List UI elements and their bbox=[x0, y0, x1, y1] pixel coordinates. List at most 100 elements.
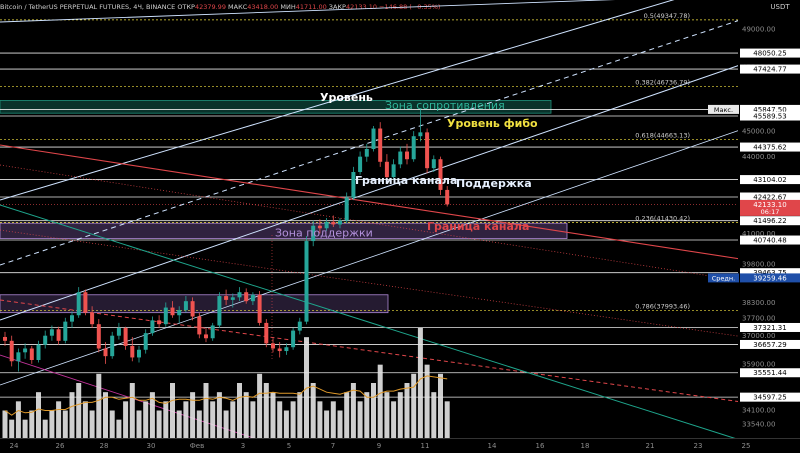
countdown-label: 06:17 bbox=[761, 208, 780, 216]
candle-body-2 bbox=[16, 352, 21, 362]
candles-layer bbox=[3, 109, 450, 372]
candle-body-17 bbox=[116, 328, 121, 336]
volume-bar-15 bbox=[103, 392, 108, 438]
volume-bar-7 bbox=[49, 410, 55, 438]
candle-body-33 bbox=[224, 296, 229, 300]
candle-body-29 bbox=[197, 316, 202, 335]
x-tick-4: Фев bbox=[190, 442, 204, 450]
volume-bar-13 bbox=[89, 410, 95, 438]
candle-body-61 bbox=[411, 136, 416, 160]
candle-body-20 bbox=[137, 349, 141, 358]
candle-body-59 bbox=[398, 151, 403, 165]
badge-bg-2 bbox=[708, 104, 739, 114]
volume-bar-62 bbox=[417, 328, 423, 438]
volume-bar-55 bbox=[371, 383, 376, 438]
candle-body-27 bbox=[183, 301, 188, 311]
volume-bar-17 bbox=[116, 419, 122, 438]
volume-bar-6 bbox=[42, 419, 48, 438]
volume-bar-14 bbox=[96, 373, 102, 438]
high-value: 43418.00 bbox=[247, 3, 279, 11]
symbol-title: Bitcoin / TetherUS PERPETUAL FUTURES, 4Ч… bbox=[0, 3, 176, 11]
candle-body-32 bbox=[217, 296, 222, 326]
trendline-1 bbox=[0, 19, 741, 266]
zone-0 bbox=[0, 100, 552, 114]
fib-label-2: 0.618(44663.13) bbox=[635, 132, 690, 140]
fib-label-3: 0.236(41430.42) bbox=[635, 214, 690, 222]
price-tag-12 bbox=[740, 322, 800, 332]
volume-bar-43 bbox=[290, 401, 296, 438]
price-axis-bg bbox=[738, 0, 800, 453]
candle-body-10 bbox=[70, 315, 74, 322]
candle-body-28 bbox=[190, 301, 195, 317]
price-tag-text-5: 43104.02 bbox=[753, 176, 786, 184]
candle-body-13 bbox=[90, 312, 95, 325]
volume-bar-37 bbox=[250, 401, 256, 438]
volume-bar-22 bbox=[149, 392, 155, 438]
candle-body-47 bbox=[317, 225, 322, 229]
candle-body-31 bbox=[210, 325, 215, 339]
volume-bar-23 bbox=[156, 410, 162, 438]
candle-body-1 bbox=[9, 340, 14, 362]
price-tag-text-6: 42422.67 bbox=[753, 194, 786, 202]
support-zone-label: Зона поддержки bbox=[275, 227, 373, 240]
volume-bar-46 bbox=[310, 383, 316, 438]
price-tag-7 bbox=[740, 199, 800, 216]
trendline-0 bbox=[0, 0, 675, 201]
price-tag-text-2: 45847.50 bbox=[753, 106, 786, 114]
candle-body-34 bbox=[230, 297, 235, 300]
fib-labels-layer: 0.5(49347.78) 0.382(46736.79) 0.618(44663.… bbox=[635, 12, 690, 310]
level-annotation: Уровень bbox=[320, 91, 373, 104]
candle-body-50 bbox=[338, 220, 342, 225]
candle-body-56 bbox=[378, 128, 383, 162]
candle-body-19 bbox=[130, 345, 135, 358]
fib-label-0: 0.5(49347.78) bbox=[644, 12, 690, 20]
volume-bar-20 bbox=[136, 410, 142, 438]
candle-body-26 bbox=[177, 310, 182, 316]
trendline-5 bbox=[0, 144, 761, 263]
open-label: ОТКР bbox=[177, 3, 195, 11]
trendline-3 bbox=[0, 129, 741, 386]
candle-body-22 bbox=[150, 320, 155, 334]
price-tag-4 bbox=[740, 142, 800, 152]
y-tick-7: 37700.00 bbox=[742, 314, 775, 322]
price-tag-text-3: 45589.53 bbox=[753, 113, 786, 121]
candle-body-6 bbox=[43, 335, 48, 345]
volume-bar-33 bbox=[223, 410, 229, 438]
volume-bar-36 bbox=[243, 392, 249, 438]
y-tick-9: 35900.00 bbox=[742, 360, 775, 368]
price-tag-5 bbox=[740, 175, 800, 185]
candle-body-5 bbox=[36, 344, 41, 360]
volume-bar-53 bbox=[357, 401, 363, 438]
x-tick-13: 21 bbox=[646, 442, 655, 450]
low-value: 41711.00 bbox=[295, 3, 327, 11]
price-tag-9 bbox=[740, 235, 800, 245]
volume-bar-56 bbox=[377, 364, 383, 438]
candle-body-30 bbox=[204, 334, 208, 339]
x-tick-2: 28 bbox=[100, 442, 109, 450]
price-tag-text-13: 36657.29 bbox=[753, 341, 786, 349]
candle-body-64 bbox=[431, 159, 436, 169]
volume-bar-50 bbox=[337, 410, 343, 438]
price-tag-text-15: 34597.25 bbox=[753, 394, 786, 402]
candle-body-45 bbox=[304, 241, 309, 322]
volume-bar-51 bbox=[344, 392, 350, 438]
volume-bar-12 bbox=[82, 401, 88, 438]
volume-bar-63 bbox=[424, 364, 430, 438]
volume-bar-66 bbox=[444, 401, 450, 438]
price-tag-text-10: 39463.75 bbox=[753, 269, 786, 277]
x-tick-5: 3 bbox=[241, 442, 245, 450]
x-tick-12: 18 bbox=[581, 442, 590, 450]
candle-body-62 bbox=[418, 132, 423, 137]
candle-body-16 bbox=[110, 335, 115, 357]
badge-bg-11 bbox=[708, 273, 739, 283]
volume-bar-42 bbox=[283, 410, 289, 438]
volume-bar-2 bbox=[15, 401, 21, 438]
x-tick-6: 5 bbox=[287, 442, 291, 450]
candle-body-66 bbox=[445, 189, 450, 205]
price-tag-text-14: 35551.44 bbox=[753, 369, 787, 377]
candle-body-63 bbox=[425, 132, 430, 169]
zones-layer bbox=[0, 100, 568, 314]
candle-body-15 bbox=[103, 348, 108, 357]
